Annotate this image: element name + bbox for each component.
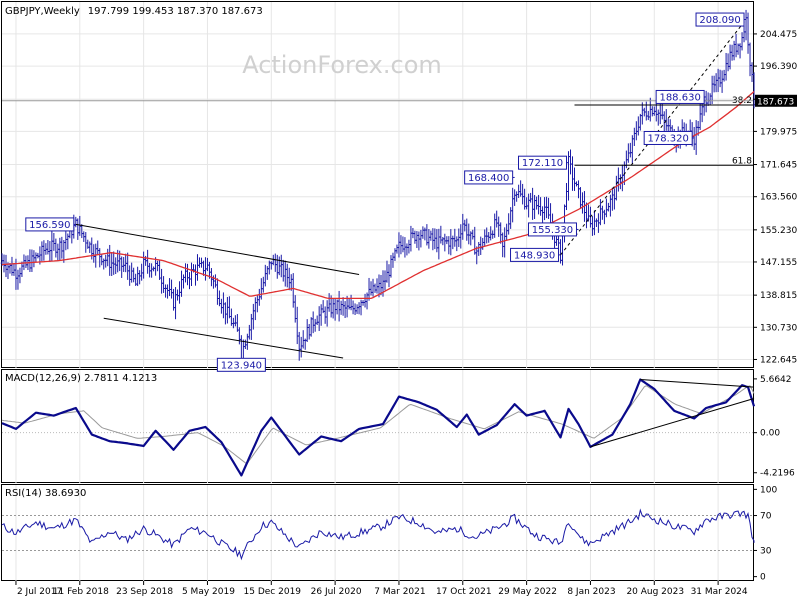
x-tick-label: 17 Oct 2021 [436,587,492,597]
price-annotation-label: 155.330 [532,225,573,236]
price-annotation-label: 156.590 [29,220,70,231]
header-timeframe: Weekly [44,6,80,17]
x-tick-label: 11 Feb 2018 [53,587,109,597]
price-annotation-label: 168.400 [468,173,509,184]
price-y-tick-label: 138.815 [760,291,797,301]
watermark: ActionForex.com [242,51,442,79]
x-tick-label: 26 Jul 2020 [311,587,362,597]
x-tick-label: 23 Sep 2018 [116,587,173,597]
chart-header: GBPJPY,Weekly 197.799 199.453 187.370 187… [5,6,263,17]
channel-trendline [75,223,360,276]
macd-main-line [1,378,756,477]
price-y-tick-label: 163.560 [760,193,797,203]
moving-average-line [1,91,755,300]
macd-y-tick-label: -4.2196 [760,469,795,479]
rsi-title: RSI(14) 38.6930 [5,488,86,499]
rsi-line [1,508,755,561]
macd-layer [1,378,756,477]
x-tick-label: 29 May 2022 [498,587,557,597]
macd-trendline [590,398,755,448]
x-tick-label: 31 Mar 2024 [691,587,748,597]
price-annotation-label: 148.930 [514,250,555,261]
rsi-y-tick-label: 70 [760,512,772,522]
x-tick-label: 20 Aug 2023 [626,587,684,597]
price-y-tick-label: 130.730 [760,323,797,333]
current-price-tag [755,94,797,107]
price-annotation-label: 188.630 [659,92,700,103]
macd-title: MACD(12,26,9) 2.7811 4.1213 [5,373,157,384]
macd-trendline [640,378,755,388]
price-annotation-label: 178.320 [647,133,688,144]
rsi-y-tick-label: 30 [760,546,772,556]
x-tick-label: 2 Jul 2017 [17,587,62,597]
x-tick-label: 7 Mar 2021 [374,587,425,597]
x-tick-label: 15 Dec 2019 [244,587,302,597]
rsi-y-tick-label: 100 [760,485,777,495]
price-y-tick-label: 204.475 [760,30,797,40]
price-annotation-box [216,357,266,372]
price-y-tick-label: 179.975 [760,127,797,137]
x-tick-label: 5 May 2019 [182,587,235,597]
price-annotation-label: 123.940 [221,360,262,371]
macd-panel-frame [1,369,754,483]
price-annotation-label: 172.110 [522,158,563,169]
price-annotation-label: 208.090 [699,15,740,26]
price-y-tick-label: 171.645 [760,161,797,171]
price-y-tick-label: 147.155 [760,258,797,268]
rsi-panel-frame [1,484,754,581]
price-y-tick-label: 196.390 [760,62,797,72]
price-layer: 38.261.8156.590123.940168.400172.110155.… [0,9,756,372]
channel-trendline [103,317,344,359]
rsi-y-tick-label: 0 [760,573,766,583]
x-tick-label: 8 Jan 2023 [567,587,615,597]
price-y-tick-label: 155.230 [760,226,797,236]
current-price-label: 187.673 [757,97,794,107]
header-ohlc: 197.799 199.453 187.370 187.673 [88,6,263,17]
header-separator: , [41,6,44,17]
fib-level-label: 61.8 [732,156,752,166]
dashed-trendline [560,19,747,256]
rsi-layer [1,508,755,561]
header-symbol: GBPJPY [5,6,41,17]
price-panel-frame [1,1,754,368]
macd-y-tick-label: 5.6642 [760,375,792,385]
price-y-tick-label: 122.645 [760,355,797,365]
macd-y-tick-label: 0.00 [760,429,780,439]
